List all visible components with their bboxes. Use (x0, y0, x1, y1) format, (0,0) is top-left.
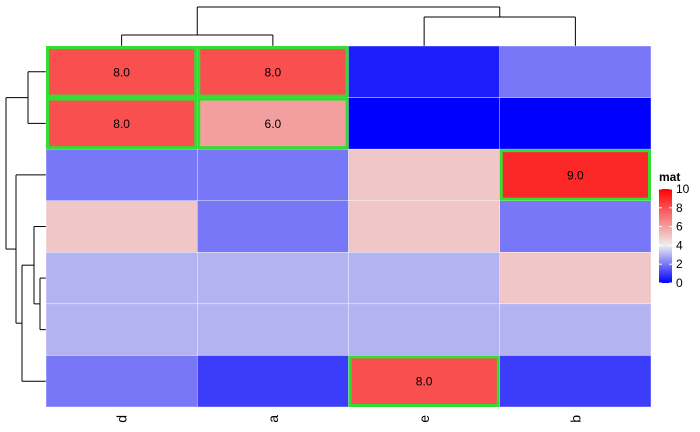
heatmap-cell (499, 148, 652, 201)
heatmap-cell (197, 252, 349, 305)
heatmap-cell (197, 303, 349, 356)
heatmap-cell (348, 148, 500, 201)
heatmap-cell (348, 97, 500, 150)
cell-label: 9.0 (567, 168, 584, 182)
legend-tick-label: 6 (676, 220, 683, 234)
highlight-borders (46, 46, 651, 407)
heatmap-cell (499, 45, 652, 98)
legend-tick-label: 8 (676, 201, 683, 215)
heatmap-cell (45, 252, 198, 305)
highlight-border (197, 97, 349, 150)
heatmap-cell (197, 355, 349, 408)
legend-title: mat (659, 170, 680, 184)
cell-label: 6.0 (265, 117, 282, 131)
column-dendrogram (121, 6, 576, 46)
heatmap-cell (499, 252, 652, 305)
highlight-border (348, 355, 500, 407)
column-label: d (114, 415, 130, 423)
legend-tick-label: 0 (676, 276, 683, 290)
heatmap-cell (348, 303, 500, 356)
color-legend: mat 10 8 6 4 2 0 (659, 170, 690, 290)
highlight-border (46, 46, 198, 98)
heatmap-cell (45, 303, 198, 356)
row-dendrogram (5, 71, 46, 382)
heatmap-cell (45, 148, 198, 201)
legend-tick-label: 4 (676, 238, 683, 252)
heatmap-cell (197, 148, 349, 201)
highlight-border (499, 149, 651, 201)
cell-label: 8.0 (265, 65, 282, 79)
column-label: e (416, 415, 432, 423)
heatmap-cell (45, 97, 198, 150)
heatmap-cell (348, 200, 500, 253)
heatmap-cell (348, 252, 500, 305)
heatmap-cell (45, 355, 198, 408)
column-label: a (265, 415, 281, 423)
heatmap-cell (348, 45, 500, 98)
cell-label: 8.0 (416, 375, 433, 389)
highlight-border (46, 97, 198, 150)
heatmap-cell (197, 45, 349, 98)
heatmap-cell (499, 200, 652, 253)
cell-label: 8.0 (113, 117, 130, 131)
heatmap-cell (499, 303, 652, 356)
legend-tick-label: 2 (676, 257, 683, 271)
heatmap-cell (45, 200, 198, 253)
heatmap-cell (197, 97, 349, 150)
column-label: b (567, 415, 583, 423)
legend-colorbar (659, 189, 672, 283)
heatmap-cell (499, 97, 652, 150)
legend-tick-label: 10 (676, 182, 690, 196)
highlight-border (197, 46, 349, 98)
heatmap-cell (197, 200, 349, 253)
cell-label: 8.0 (113, 65, 130, 79)
heatmap-cells (45, 45, 652, 408)
cell-labels: 8.0 8.0 8.0 6.0 9.0 8.0 (113, 65, 584, 388)
heatmap-cell (499, 355, 652, 408)
